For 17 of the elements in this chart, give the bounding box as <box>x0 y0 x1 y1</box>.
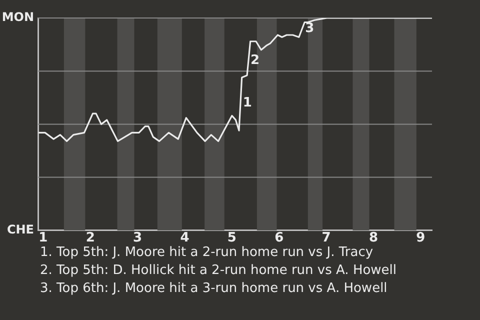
text: CHE <box>6 222 34 237</box>
text: 3. Top 6th: J. Moore hit a 3-run home run vs A. Howell <box>40 280 388 298</box>
x-tick-label: 9 <box>416 230 426 246</box>
x-tick-label: 2 <box>86 230 95 246</box>
text: 1. Top 5th: J. Moore hit a 2-run home run vs J. Tracy <box>40 244 374 262</box>
x-tick-label: 8 <box>368 230 378 246</box>
text: MON <box>2 10 34 24</box>
x-tick-label: 4 <box>180 230 190 246</box>
annotation: 3 <box>305 20 314 36</box>
annotation: 2 <box>250 52 260 68</box>
annotation: 1 <box>242 95 252 110</box>
x-tick-label: 7 <box>322 230 331 246</box>
x-tick-label: 6 <box>274 230 284 246</box>
x-tick-label: 3 <box>133 230 142 246</box>
text: 2. Top 5th: D. Hollick hit a 2-run home run vs A. Howell <box>40 262 398 280</box>
x-tick-label: 1 <box>38 230 48 246</box>
x-tick-label: 5 <box>227 230 236 246</box>
